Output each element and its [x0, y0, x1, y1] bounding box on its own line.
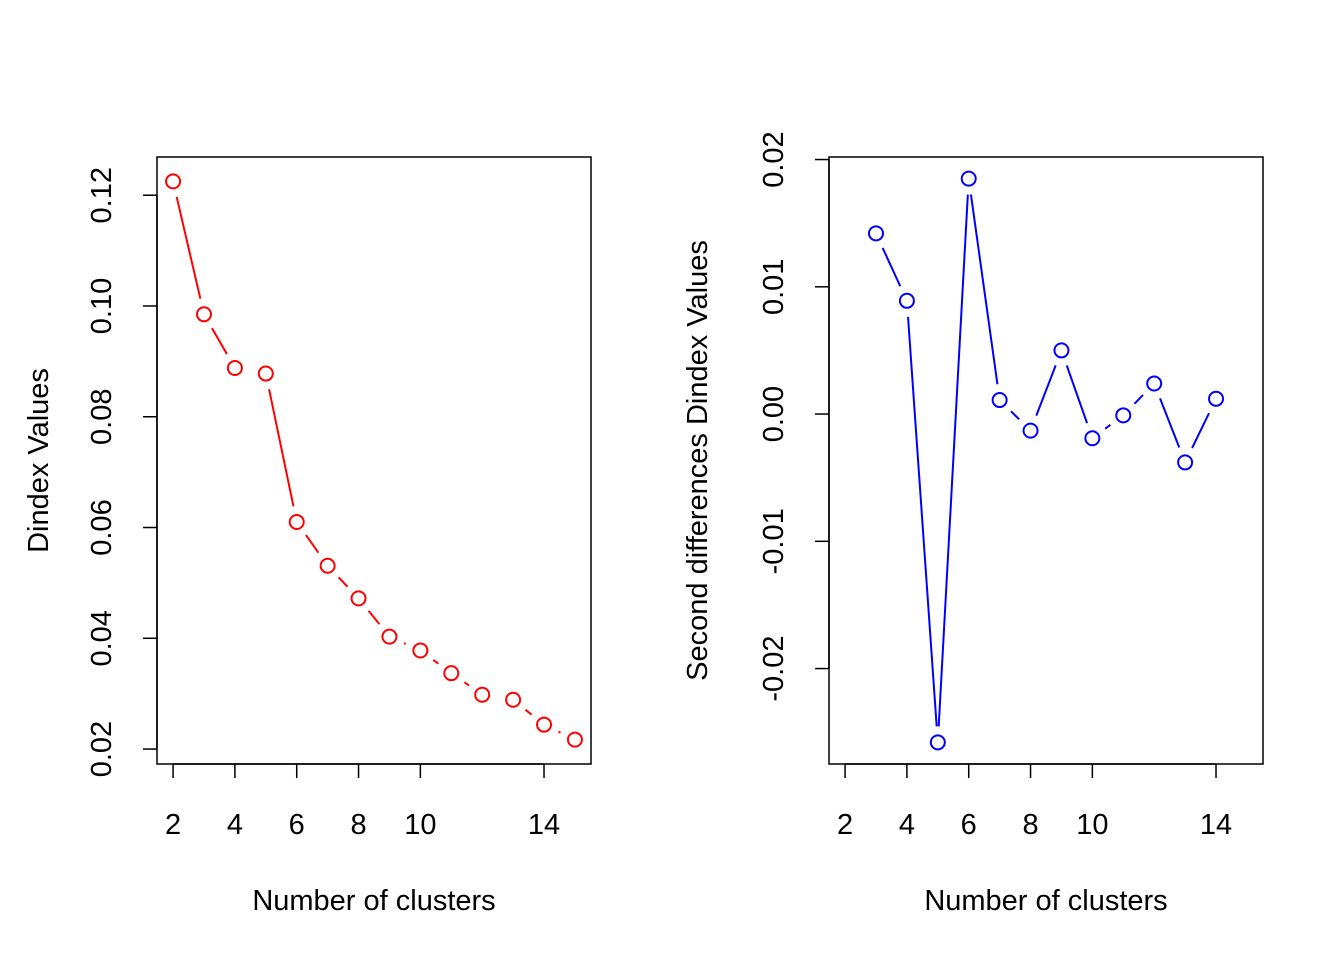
y-axis-title: Second differences Dindex Values [682, 240, 714, 681]
x-tick-label: 8 [350, 809, 366, 841]
data-point [288, 513, 305, 530]
x-axis-title: Number of clusters [924, 885, 1167, 917]
y-axis-title: Dindex Values [23, 368, 55, 553]
data-point [350, 590, 367, 607]
y-tick-label: 0.00 [758, 386, 790, 442]
data-point [929, 734, 946, 751]
series-line-segment [1191, 412, 1210, 449]
series-line-segment [1159, 398, 1181, 448]
x-tick-label: 14 [528, 809, 560, 841]
data-point [867, 225, 884, 242]
y-tick-label: 0.10 [86, 278, 118, 334]
y-tick-label: -0.02 [758, 636, 790, 702]
x-axis-title: Number of clusters [252, 885, 495, 917]
x-tick-label: 4 [899, 809, 915, 841]
data-point [1115, 407, 1132, 424]
data-point [474, 686, 491, 703]
data-point [319, 557, 336, 574]
data-point [898, 292, 915, 309]
series-line-segment [268, 389, 295, 507]
x-tick-label: 8 [1022, 809, 1038, 841]
series-line-segment [432, 659, 439, 665]
data-point [536, 716, 553, 733]
series-line-segment [211, 327, 228, 355]
x-tick-label: 6 [961, 809, 977, 841]
series-line-segment [969, 194, 999, 385]
plot-frame [828, 156, 1264, 765]
series-line-segment [367, 610, 381, 625]
x-tick-label: 2 [165, 809, 181, 841]
y-tick-label: 0.02 [86, 721, 118, 777]
series-line-segment [337, 576, 349, 588]
x-tick-label: 6 [289, 809, 305, 841]
y-tick-label: 0.12 [86, 167, 118, 223]
data-point [1177, 454, 1194, 471]
series-line-segment [1065, 365, 1088, 424]
y-tick-label: 0.04 [86, 610, 118, 666]
x-tick-label: 2 [837, 809, 853, 841]
x-tick-label: 4 [227, 809, 243, 841]
series-line-segment [403, 642, 407, 645]
data-point [257, 365, 274, 382]
panel-dindex-values: 2 4 6 8 10 14 0.02 0.04 0.06 0.08 0.10 0.12 Number o… [23, 156, 592, 917]
x-tick-label: 14 [1200, 809, 1232, 841]
data-point [960, 170, 977, 187]
series-line-segment [524, 709, 533, 716]
data-point [381, 628, 398, 645]
data-point [412, 642, 429, 659]
x-tick-label: 10 [1076, 809, 1108, 841]
series-line-segment [881, 247, 902, 287]
data-point [1053, 342, 1070, 359]
y-tick-label: 0.06 [86, 499, 118, 555]
data-point [1146, 375, 1163, 392]
series-line-segment [1035, 364, 1057, 417]
plot-frame [156, 156, 592, 765]
series-line-segment [305, 534, 320, 554]
data-point [991, 392, 1008, 409]
data-point [1022, 422, 1039, 439]
series-line-segment [175, 196, 202, 299]
y-tick-label: 0.02 [758, 131, 790, 187]
data-point [566, 731, 583, 748]
y-tick-label: 0.08 [86, 389, 118, 445]
data-point [226, 360, 243, 377]
series-line-segment [463, 681, 470, 687]
series-line-segment [1010, 410, 1020, 421]
x-tick-label: 10 [404, 809, 436, 841]
data-point [195, 306, 212, 323]
data-point [443, 665, 460, 682]
data-point [505, 691, 522, 708]
data-point [1084, 430, 1101, 447]
series-line-segment [937, 194, 969, 727]
series-line-segment [1133, 394, 1144, 405]
series-line-segment [557, 730, 561, 734]
series-line-segment [907, 316, 938, 727]
data-point [165, 173, 182, 190]
data-point [1208, 390, 1225, 407]
series-line-segment [1104, 424, 1112, 430]
y-tick-label: -0.01 [758, 508, 790, 574]
panel-second-differences: 2 4 6 8 10 14 -0.02 -0.01 0.00 0.01 0.02 Number of … [682, 131, 1264, 917]
y-tick-label: 0.01 [758, 259, 790, 315]
